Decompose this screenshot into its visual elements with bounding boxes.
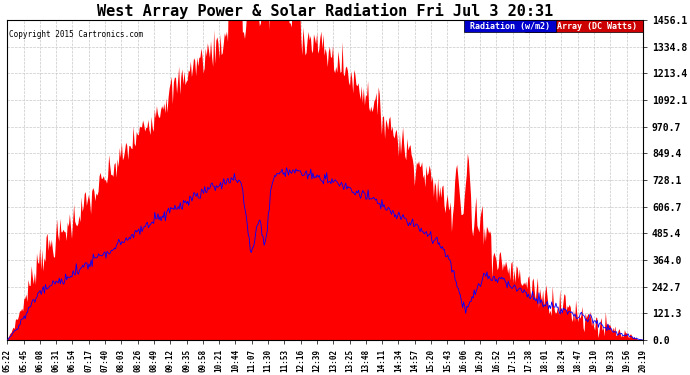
Text: West Array (DC Watts): West Array (DC Watts) — [526, 21, 642, 30]
Text: Radiation (w/m2): Radiation (w/m2) — [465, 21, 555, 30]
Text: Copyright 2015 Cartronics.com: Copyright 2015 Cartronics.com — [8, 30, 143, 39]
Title: West Array Power & Solar Radiation Fri Jul 3 20:31: West Array Power & Solar Radiation Fri J… — [97, 3, 553, 19]
